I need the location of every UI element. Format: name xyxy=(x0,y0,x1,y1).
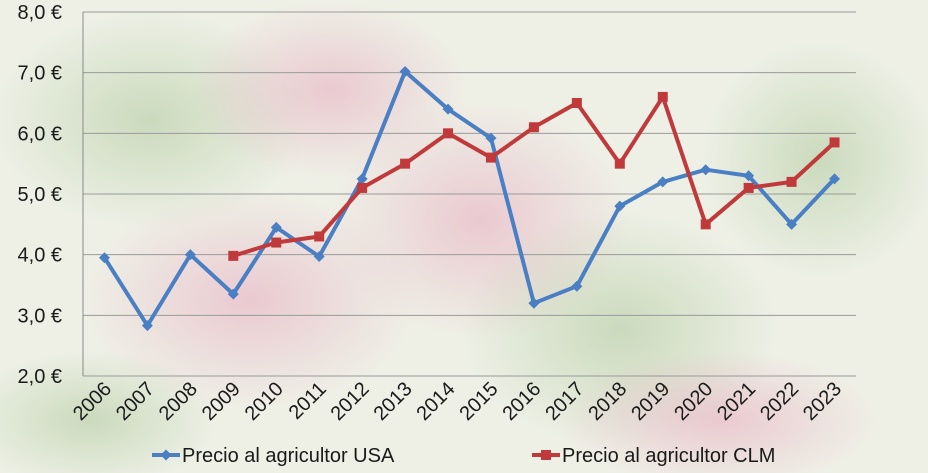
data-point xyxy=(270,221,282,233)
y-tick-label: 3,0 € xyxy=(18,305,62,327)
y-tick-label: 4,0 € xyxy=(18,245,62,267)
data-point xyxy=(528,297,540,309)
gridlines xyxy=(82,11,856,377)
legend-marker xyxy=(541,450,551,460)
data-point xyxy=(485,132,497,144)
data-point xyxy=(141,320,153,332)
data-point xyxy=(571,98,582,108)
y-tick-label: 2,0 € xyxy=(18,366,62,388)
legend-label: Precio al agricultor USA xyxy=(182,445,395,467)
data-point xyxy=(399,65,411,77)
data-point xyxy=(657,176,669,188)
data-point xyxy=(357,182,368,193)
data-point xyxy=(743,170,755,182)
legend-item: Precio al agricultor USA xyxy=(152,445,395,467)
data-point xyxy=(271,237,282,248)
data-point xyxy=(743,182,754,193)
series-usa xyxy=(98,65,841,332)
series-lines xyxy=(98,65,841,332)
data-point xyxy=(786,176,797,187)
legend-label: Precio al agricultor CLM xyxy=(562,445,775,467)
legend: Precio al agricultor USA Precio al agricu… xyxy=(152,445,775,467)
legend-marker xyxy=(160,449,172,461)
y-tick-label: 7,0 € xyxy=(18,63,62,85)
data-point xyxy=(528,122,539,133)
data-point xyxy=(829,173,841,185)
data-point xyxy=(485,152,496,163)
data-point xyxy=(614,200,626,212)
data-point xyxy=(614,158,625,169)
y-tick-label: 6,0 € xyxy=(18,123,62,145)
data-point xyxy=(228,250,239,261)
data-point xyxy=(184,249,196,261)
series-line xyxy=(102,69,837,328)
data-point xyxy=(227,288,239,300)
y-tick-label: 8,0 € xyxy=(18,2,62,24)
data-point xyxy=(313,250,325,262)
data-point xyxy=(314,231,325,242)
data-point xyxy=(657,91,668,102)
data-point xyxy=(443,128,454,139)
legend-item: Precio al agricultor CLM xyxy=(532,445,775,467)
data-point xyxy=(400,158,411,169)
data-point xyxy=(98,252,110,264)
data-point xyxy=(700,164,712,176)
data-point xyxy=(786,218,798,230)
data-point xyxy=(356,173,368,185)
y-tick-label: 5,0 € xyxy=(18,184,62,206)
data-point xyxy=(442,103,454,115)
data-point xyxy=(571,280,583,292)
data-point xyxy=(700,219,711,230)
data-point xyxy=(829,137,840,148)
y-axis-ticks: 2,0 € 3,0 € 4,0 € 5,0 € 6,0 € 7,0 € 8,0 € xyxy=(18,2,62,388)
series-clm xyxy=(228,91,840,261)
